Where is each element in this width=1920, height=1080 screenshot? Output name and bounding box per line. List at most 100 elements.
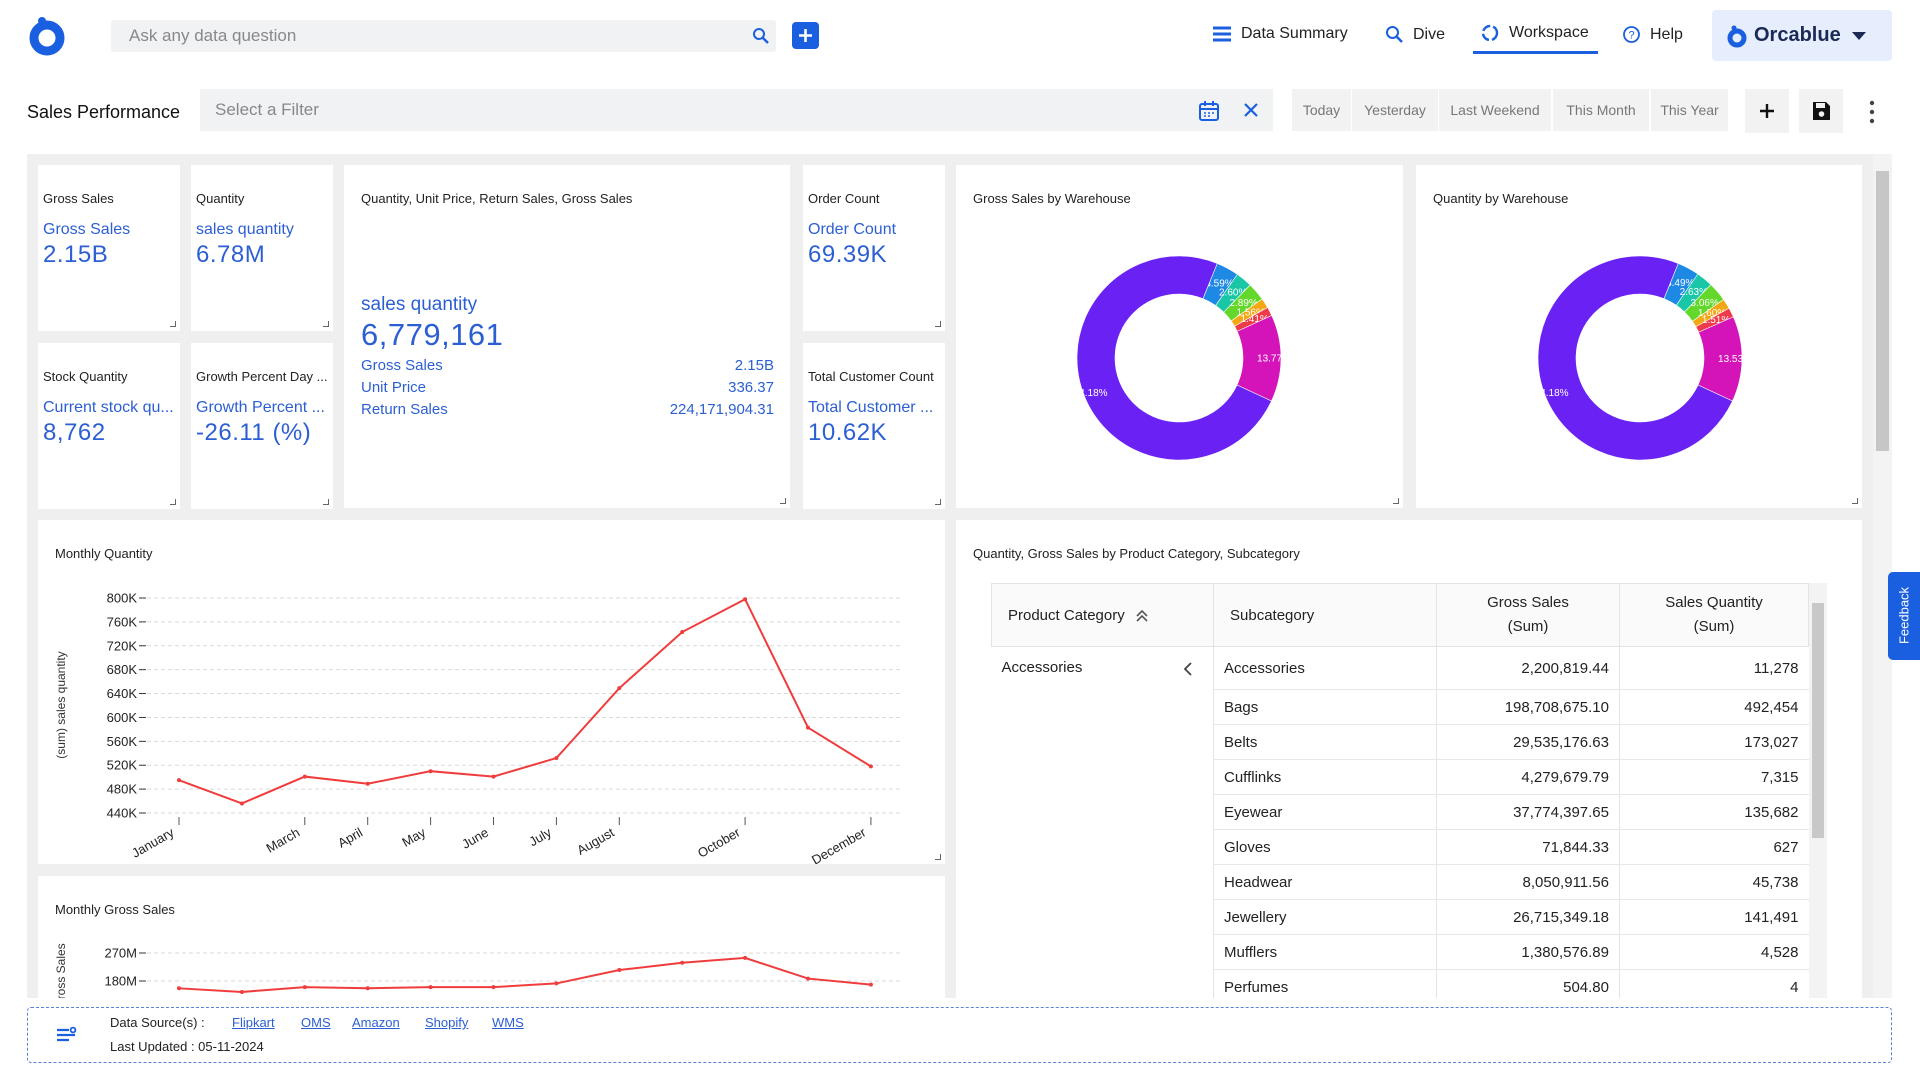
y-axis-title: (sum) Gross Sales xyxy=(54,943,68,998)
quick-filter[interactable]: Yesterday xyxy=(1352,89,1438,131)
clear-icon[interactable] xyxy=(1243,102,1259,118)
y-tick-label: 720K xyxy=(107,638,138,653)
resize-handle[interactable] xyxy=(935,321,941,327)
kpi-card: Order Count Order Count 69.39K xyxy=(803,165,945,331)
donut-segment xyxy=(1076,255,1272,461)
scroll-thumb[interactable] xyxy=(1812,603,1824,838)
nav-help[interactable]: ? Help xyxy=(1622,25,1683,44)
kpi-card: Quantity sales quantity 6.78M xyxy=(191,165,333,331)
x-tick-label: April xyxy=(335,825,365,851)
segment-label: 13.53% xyxy=(1718,354,1752,365)
kpi-label: Growth Percent ... xyxy=(196,399,325,416)
quick-filter[interactable]: This Year xyxy=(1651,89,1728,131)
source-link[interactable]: WMS xyxy=(492,1015,524,1030)
donut-card: Gross Sales by Warehouse 3.59% 2.60% 2.89%… xyxy=(956,165,1403,508)
column-header[interactable]: Sales Quantity (Sum) xyxy=(1619,583,1809,647)
save-button[interactable] xyxy=(1799,89,1843,133)
quantity-cell: 4,528 xyxy=(1619,934,1809,970)
sort-icon[interactable] xyxy=(1135,609,1149,623)
x-tick-label: June xyxy=(459,825,491,852)
resize-handle[interactable] xyxy=(323,499,329,505)
source-link[interactable]: Flipkart xyxy=(232,1015,275,1030)
page-scrollbar[interactable] xyxy=(1873,154,1892,998)
logo[interactable] xyxy=(26,15,68,59)
y-tick-label: 760K xyxy=(107,614,138,629)
calendar-icon[interactable] xyxy=(1198,100,1220,122)
point xyxy=(365,986,370,991)
quick-filter[interactable]: This Month xyxy=(1553,89,1649,131)
nav-workspace[interactable]: Workspace xyxy=(1480,23,1589,43)
segment-label: 1.51% xyxy=(1702,315,1730,326)
source-link[interactable]: OMS xyxy=(301,1015,331,1030)
filter-placeholder: Select a Filter xyxy=(215,100,319,119)
x-tick-label: January xyxy=(129,824,177,860)
more-menu[interactable] xyxy=(1864,100,1880,124)
kpi-title: Stock Quantity xyxy=(43,369,128,384)
table-card: Quantity, Gross Sales by Product Categor… xyxy=(956,520,1862,998)
add-question-button[interactable] xyxy=(792,22,819,49)
user-logo xyxy=(1727,25,1747,47)
source-link[interactable]: Shopify xyxy=(425,1015,469,1030)
column-header[interactable]: Gross Sales (Sum) xyxy=(1436,583,1620,647)
table-row: Gloves 71,844.33 627 xyxy=(992,829,1809,865)
resize-handle[interactable] xyxy=(1852,498,1858,504)
column-header[interactable]: Product Category xyxy=(991,583,1214,647)
row-label: Return Sales xyxy=(361,401,448,418)
quick-filter[interactable]: Last Weekend xyxy=(1439,89,1551,131)
chart-title: Monthly Gross Sales xyxy=(55,902,175,917)
table-row: Cufflinks 4,279,679.79 7,315 xyxy=(992,759,1809,795)
gross-sales-cell: 71,844.33 xyxy=(1436,829,1620,865)
nav-label: Data Summary xyxy=(1241,25,1348,42)
y-tick-label: 520K xyxy=(107,758,138,773)
search-box[interactable]: Ask any data question xyxy=(111,20,776,52)
scroll-thumb[interactable] xyxy=(1876,171,1889,451)
add-button[interactable] xyxy=(1745,89,1789,133)
search-icon[interactable] xyxy=(752,27,770,45)
table-row: Mufflers 1,380,576.89 4,528 xyxy=(992,934,1809,970)
table-row: Headwear 8,050,911.56 45,738 xyxy=(992,864,1809,900)
resize-handle[interactable] xyxy=(935,499,941,505)
nav-label: Workspace xyxy=(1509,24,1589,41)
kpi-title: Total Customer Count xyxy=(808,369,934,384)
dashboard: Quantity, Unit Price, Return Sales, Gros… xyxy=(27,154,1873,998)
segment-label: 1.56% xyxy=(1237,307,1265,318)
page-title: Sales Performance xyxy=(27,102,181,122)
chart-title: Gross Sales by Warehouse xyxy=(973,191,1131,206)
row-label: Gross Sales xyxy=(361,357,443,374)
table-scrollbar[interactable] xyxy=(1809,583,1827,998)
resize-handle[interactable] xyxy=(170,321,176,327)
list-icon xyxy=(1213,26,1231,42)
kpi-title: Gross Sales xyxy=(43,191,114,206)
kpi-value: 8,762 xyxy=(43,419,106,446)
donut-chart: 3.49%2.63%3.06%1.60%1.51% 13.53% 74.18% xyxy=(1535,255,1752,461)
feedback-tab[interactable]: Feedback xyxy=(1888,572,1920,660)
help-icon: ? xyxy=(1623,26,1640,43)
line-chart: 440K 480K 520K 560K 600K 640K 680K 720K 760K 800K… xyxy=(54,591,902,864)
chevron xyxy=(1183,662,1192,676)
quick-filter[interactable]: Today xyxy=(1292,89,1351,131)
filter-box[interactable]: Select a Filter xyxy=(200,89,1273,131)
subcategory-cell: Mufflers xyxy=(1213,934,1437,970)
source-link[interactable]: Amazon xyxy=(352,1015,400,1030)
line-chart: 180M 270M (sum) Gross Sales xyxy=(54,943,902,998)
resize-handle[interactable] xyxy=(1393,498,1399,504)
subcategory-cell: Headwear xyxy=(1213,864,1437,900)
sources-label: Data Source(s) : xyxy=(110,1015,205,1030)
resize-handle[interactable] xyxy=(780,498,786,504)
point xyxy=(365,781,370,786)
point xyxy=(680,960,685,965)
resize-handle[interactable] xyxy=(323,321,329,327)
collapse-icon[interactable] xyxy=(1183,662,1193,676)
resize-handle[interactable] xyxy=(935,854,941,860)
active-tab-underline xyxy=(1473,51,1598,54)
resize-handle[interactable] xyxy=(170,499,176,505)
nav-dive[interactable]: Dive xyxy=(1385,25,1445,44)
user-menu[interactable]: Orcablue xyxy=(1712,10,1892,61)
kpi-value: 2.15B xyxy=(43,241,109,268)
nav-data-summary[interactable]: Data Summary xyxy=(1212,25,1348,43)
caret xyxy=(1851,31,1866,40)
subcategory-cell: Jewellery xyxy=(1213,899,1437,935)
point xyxy=(491,985,496,990)
column-header[interactable]: Subcategory xyxy=(1213,583,1437,647)
main-value: 6,779,161 xyxy=(361,317,504,352)
